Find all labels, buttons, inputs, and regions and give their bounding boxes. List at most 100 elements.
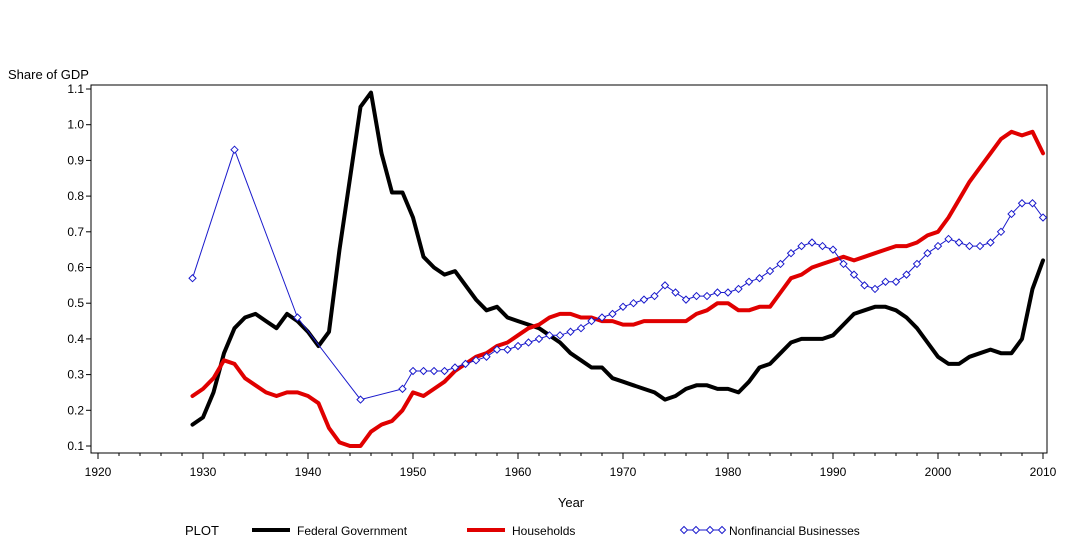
- series-line-nonfinancial-businesses: [192, 149, 1044, 401]
- y-tick-label: 0.8: [67, 189, 84, 203]
- x-tick-label: 1990: [820, 465, 847, 479]
- x-tick-label: 1970: [610, 465, 637, 479]
- x-tick-label: 2000: [925, 465, 952, 479]
- x-axis: 1920 1930 1940 1950 1960 1970 1980 1990 2000 2010: [85, 453, 1057, 479]
- data-point: [524, 338, 533, 347]
- data-point: [429, 366, 439, 376]
- data-point: [881, 277, 890, 286]
- data-point: [587, 316, 596, 326]
- legend-item-nonfinancial-businesses: Nonfinancial Businesses: [679, 524, 860, 538]
- data-point: [902, 270, 911, 279]
- legend-label: Federal Government: [297, 524, 408, 538]
- data-point: [398, 384, 407, 394]
- data-point: [356, 395, 365, 404]
- data-point: [482, 352, 491, 361]
- data-point: [923, 249, 932, 258]
- y-tick-label: 0.1: [67, 439, 84, 453]
- data-point: [618, 302, 628, 311]
- data-point: [723, 288, 733, 297]
- x-tick-label: 1960: [505, 465, 532, 479]
- legend-title: PLOT: [185, 523, 219, 538]
- series-line-federal-government: [190, 90, 1045, 427]
- data-point: [639, 295, 649, 304]
- x-axis-title: Year: [558, 495, 585, 510]
- data-point: [660, 281, 670, 290]
- data-point: [555, 331, 565, 340]
- x-tick-label: 1930: [190, 465, 217, 479]
- x-tick-label: 2010: [1030, 465, 1057, 479]
- data-point: [576, 323, 586, 333]
- data-point: [629, 298, 638, 308]
- y-tick-label: 0.7: [67, 225, 84, 239]
- series-layer: [188, 90, 1048, 448]
- plot-frame: [90, 84, 1048, 454]
- data-point: [1038, 213, 1048, 222]
- y-tick-label: 0.4: [67, 332, 84, 346]
- data-point: [755, 274, 764, 283]
- legend-item-federal-government: Federal Government: [252, 524, 408, 538]
- data-point: [440, 366, 449, 376]
- data-point: [870, 284, 880, 294]
- data-point: [912, 259, 922, 269]
- data-point: [419, 366, 428, 376]
- data-point: [965, 241, 974, 251]
- data-point: [461, 359, 470, 369]
- data-point: [713, 288, 722, 297]
- y-tick-label: 0.9: [67, 153, 84, 167]
- data-point: [702, 291, 712, 301]
- data-point: [786, 249, 796, 258]
- data-point: [807, 238, 817, 247]
- data-point: [776, 259, 785, 269]
- data-point: [230, 145, 239, 154]
- data-point: [954, 238, 964, 247]
- data-point: [681, 295, 691, 304]
- legend-marker: [679, 525, 689, 535]
- data-point: [933, 241, 943, 251]
- data-point: [650, 291, 659, 301]
- data-point: [891, 277, 901, 286]
- data-point: [828, 245, 838, 254]
- data-point: [860, 281, 869, 290]
- data-point: [503, 345, 512, 354]
- data-point: [566, 327, 575, 336]
- y-tick-label: 1.1: [67, 82, 84, 96]
- data-point: [975, 241, 985, 251]
- data-point: [734, 284, 743, 294]
- y-tick-label: 0.6: [67, 261, 84, 275]
- legend-marker: [691, 525, 701, 535]
- data-point: [545, 331, 554, 340]
- data-point: [293, 313, 302, 322]
- data-point: [671, 288, 680, 297]
- data-point: [765, 266, 775, 276]
- data-point: [944, 234, 953, 244]
- data-point: [450, 363, 460, 372]
- legend-marker: [717, 525, 727, 535]
- y-tick-label: 0.2: [67, 403, 84, 417]
- legend-item-households: Households: [467, 524, 575, 538]
- series-federal-government: [190, 90, 1045, 427]
- x-tick-label: 1940: [295, 465, 322, 479]
- data-point: [492, 345, 502, 354]
- data-point: [986, 238, 995, 247]
- x-tick-label: 1980: [715, 465, 742, 479]
- y-tick-label: 0.3: [67, 368, 84, 382]
- y-axis: 0.1 0.2 0.3 0.4 0.5 0.6 0.7 0.8 0.9 1.0 1.1: [67, 82, 91, 453]
- y-axis-title: Share of GDP: [8, 67, 89, 82]
- data-point: [188, 274, 197, 283]
- series-nonfinancial-businesses: [188, 145, 1048, 404]
- data-point: [839, 259, 848, 269]
- data-point: [471, 356, 481, 365]
- data-point: [1007, 209, 1016, 219]
- data-point: [1017, 199, 1027, 208]
- data-point: [692, 291, 701, 301]
- data-point: [534, 334, 544, 344]
- data-point: [744, 277, 754, 286]
- data-point: [597, 313, 607, 322]
- data-point: [513, 341, 523, 351]
- data-point: [818, 241, 827, 251]
- data-point: [797, 241, 806, 251]
- data-point: [1028, 199, 1037, 208]
- legend: PLOT Federal Government Households Nonfina…: [185, 523, 860, 538]
- legend-label: Households: [512, 524, 575, 538]
